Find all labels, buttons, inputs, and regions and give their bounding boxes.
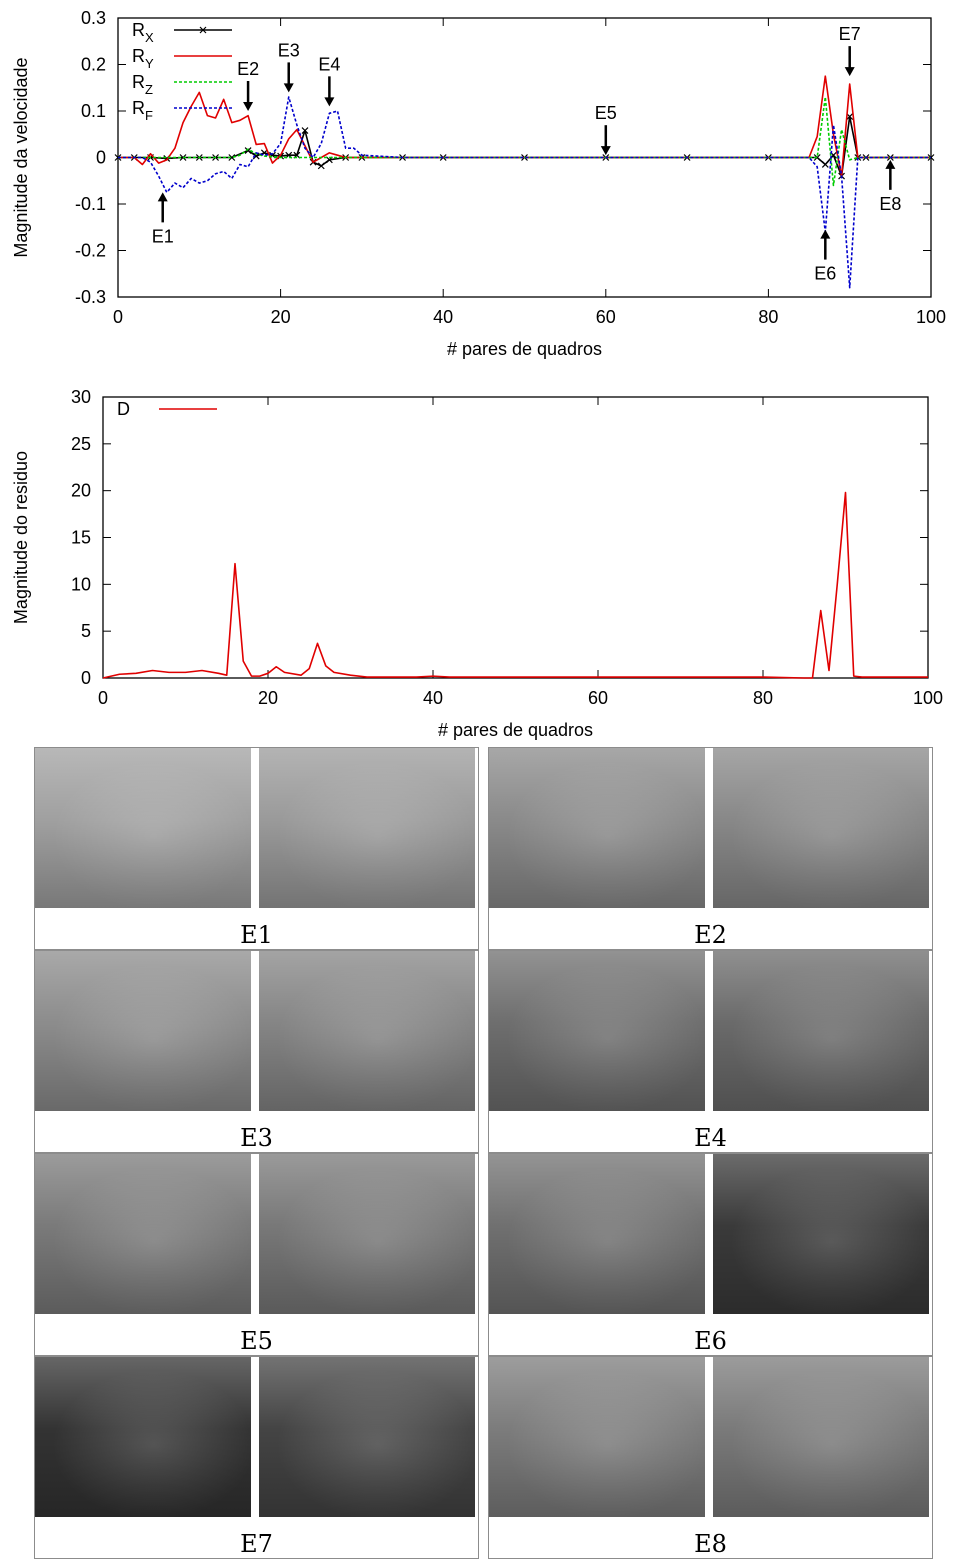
frame-thumbnail-left (35, 1154, 251, 1314)
series-point (228, 154, 236, 161)
annotation-arrowhead (157, 192, 168, 202)
annotation-arrowhead (600, 146, 611, 156)
frame-thumbnail-left (489, 1154, 705, 1314)
frame-thumbnail-right (259, 1154, 475, 1314)
annotation-label: E8 (879, 194, 901, 214)
frame-thumbnail-left (35, 1357, 251, 1517)
legend-label: RX (132, 20, 154, 45)
y-tick-label: -0.3 (75, 287, 106, 307)
series-point (301, 127, 309, 134)
annotation-arrowhead (324, 97, 335, 107)
frame-thumbnail-left (489, 1357, 705, 1517)
x-tick-label: 80 (753, 688, 773, 708)
x-tick-label: 100 (916, 307, 946, 327)
legend-label: D (117, 399, 130, 419)
x-tick-label: 100 (913, 688, 943, 708)
frame-pair-caption: E5 (240, 1327, 273, 1355)
frame-thumbnail-right (713, 1154, 929, 1314)
series-point (244, 147, 252, 154)
series-line-rz (118, 96, 931, 187)
annotation-arrowhead (243, 102, 254, 111)
y-tick-label: 0.1 (81, 101, 106, 121)
annotation-label: E7 (839, 24, 861, 44)
x-tick-label: 20 (271, 307, 291, 327)
y-tick-label: 5 (81, 621, 91, 641)
annotation-label: E4 (318, 54, 340, 74)
y-tick-label: 0 (96, 148, 106, 168)
frame-thumbnail-left (35, 951, 251, 1111)
x-tick-label: 0 (113, 307, 123, 327)
x-tick-label: 40 (433, 307, 453, 327)
frame-thumbnail-left (35, 748, 251, 908)
frame-pair-caption: E1 (240, 921, 273, 949)
y-tick-label: 10 (71, 574, 91, 594)
series-point (813, 154, 821, 161)
annotation-label: E1 (152, 226, 174, 246)
frame-thumbnail-left (489, 748, 705, 908)
frame-pair-panel: E2 (488, 747, 933, 950)
legend-label: RZ (132, 72, 153, 97)
frame-thumbnail-left (489, 951, 705, 1111)
y-tick-label: 20 (71, 481, 91, 501)
x-tick-label: 60 (596, 307, 616, 327)
frame-thumbnail-right (259, 951, 475, 1111)
annotation-label: E2 (237, 59, 259, 79)
frame-pair-panel: E3 (34, 950, 479, 1153)
velocity-chart: 0 20 40 60 80 100 -0.3 -0.2 -0.1 0 0.1 0.2 0.3 # pare… (11, 8, 946, 359)
frame-pair-caption: E8 (694, 1530, 727, 1558)
y-axis-label: Magnitude do residuo (11, 451, 31, 624)
series-line-ry (118, 75, 931, 177)
x-tick-label: 20 (258, 688, 278, 708)
annotation-arrowhead (844, 67, 855, 77)
annotation-label: E5 (595, 103, 617, 123)
series-line-rx (118, 115, 931, 177)
frame-thumbnail-right (713, 951, 929, 1111)
legend-label: RY (132, 46, 154, 71)
frame-pair-panel: E8 (488, 1356, 933, 1559)
plot-frame (102, 396, 929, 679)
frame-pair-panel: E5 (34, 1153, 479, 1356)
frame-pair-caption: E7 (240, 1530, 273, 1558)
frame-pair-caption: E6 (694, 1327, 727, 1355)
frame-thumbnail-right (259, 1357, 475, 1517)
frame-pair-panel: E6 (488, 1153, 933, 1356)
annotation-arrowhead (283, 83, 294, 93)
y-tick-label: 0.3 (81, 8, 106, 28)
annotation-label: E3 (278, 40, 300, 60)
annotation-arrowhead (820, 229, 831, 239)
y-tick-label: 0 (81, 668, 91, 688)
y-tick-label: 15 (71, 528, 91, 548)
frame-pair-caption: E2 (694, 921, 727, 949)
y-axis-label: Magnitude da velocidade (11, 57, 31, 257)
x-tick-label: 40 (423, 688, 443, 708)
y-tick-label: 0.2 (81, 55, 106, 75)
x-tick-label: 60 (588, 688, 608, 708)
frame-pair-caption: E4 (694, 1124, 727, 1152)
series-point (821, 161, 829, 168)
annotation-label: E6 (814, 264, 836, 284)
frame-pair-panel: E7 (34, 1356, 479, 1559)
y-tick-label: 25 (71, 434, 91, 454)
y-tick-label: -0.2 (75, 241, 106, 261)
x-axis-label: # pares de quadros (447, 339, 602, 359)
annotation-arrowhead (885, 159, 896, 169)
x-axis-label: # pares de quadros (438, 720, 593, 740)
x-tick-label: 0 (98, 688, 108, 708)
legend-marker (199, 26, 207, 34)
y-tick-label: 30 (71, 387, 91, 407)
series-line-d (102, 491, 928, 679)
frame-thumbnail-right (259, 748, 475, 908)
y-tick-label: -0.1 (75, 194, 106, 214)
x-tick-label: 80 (758, 307, 778, 327)
series-line-rf (118, 96, 931, 289)
frame-pair-panel: E4 (488, 950, 933, 1153)
series-point (317, 162, 325, 170)
frame-thumbnail-right (713, 748, 929, 908)
frame-pair-panel: E1 (34, 747, 479, 950)
frame-pair-caption: E3 (240, 1124, 273, 1152)
frame-thumbnail-right (713, 1357, 929, 1517)
residual-chart: 0 20 40 60 80 100 0 5 10 15 20 25 30 # pares de quadr… (11, 387, 943, 740)
legend-label: RF (132, 98, 153, 123)
